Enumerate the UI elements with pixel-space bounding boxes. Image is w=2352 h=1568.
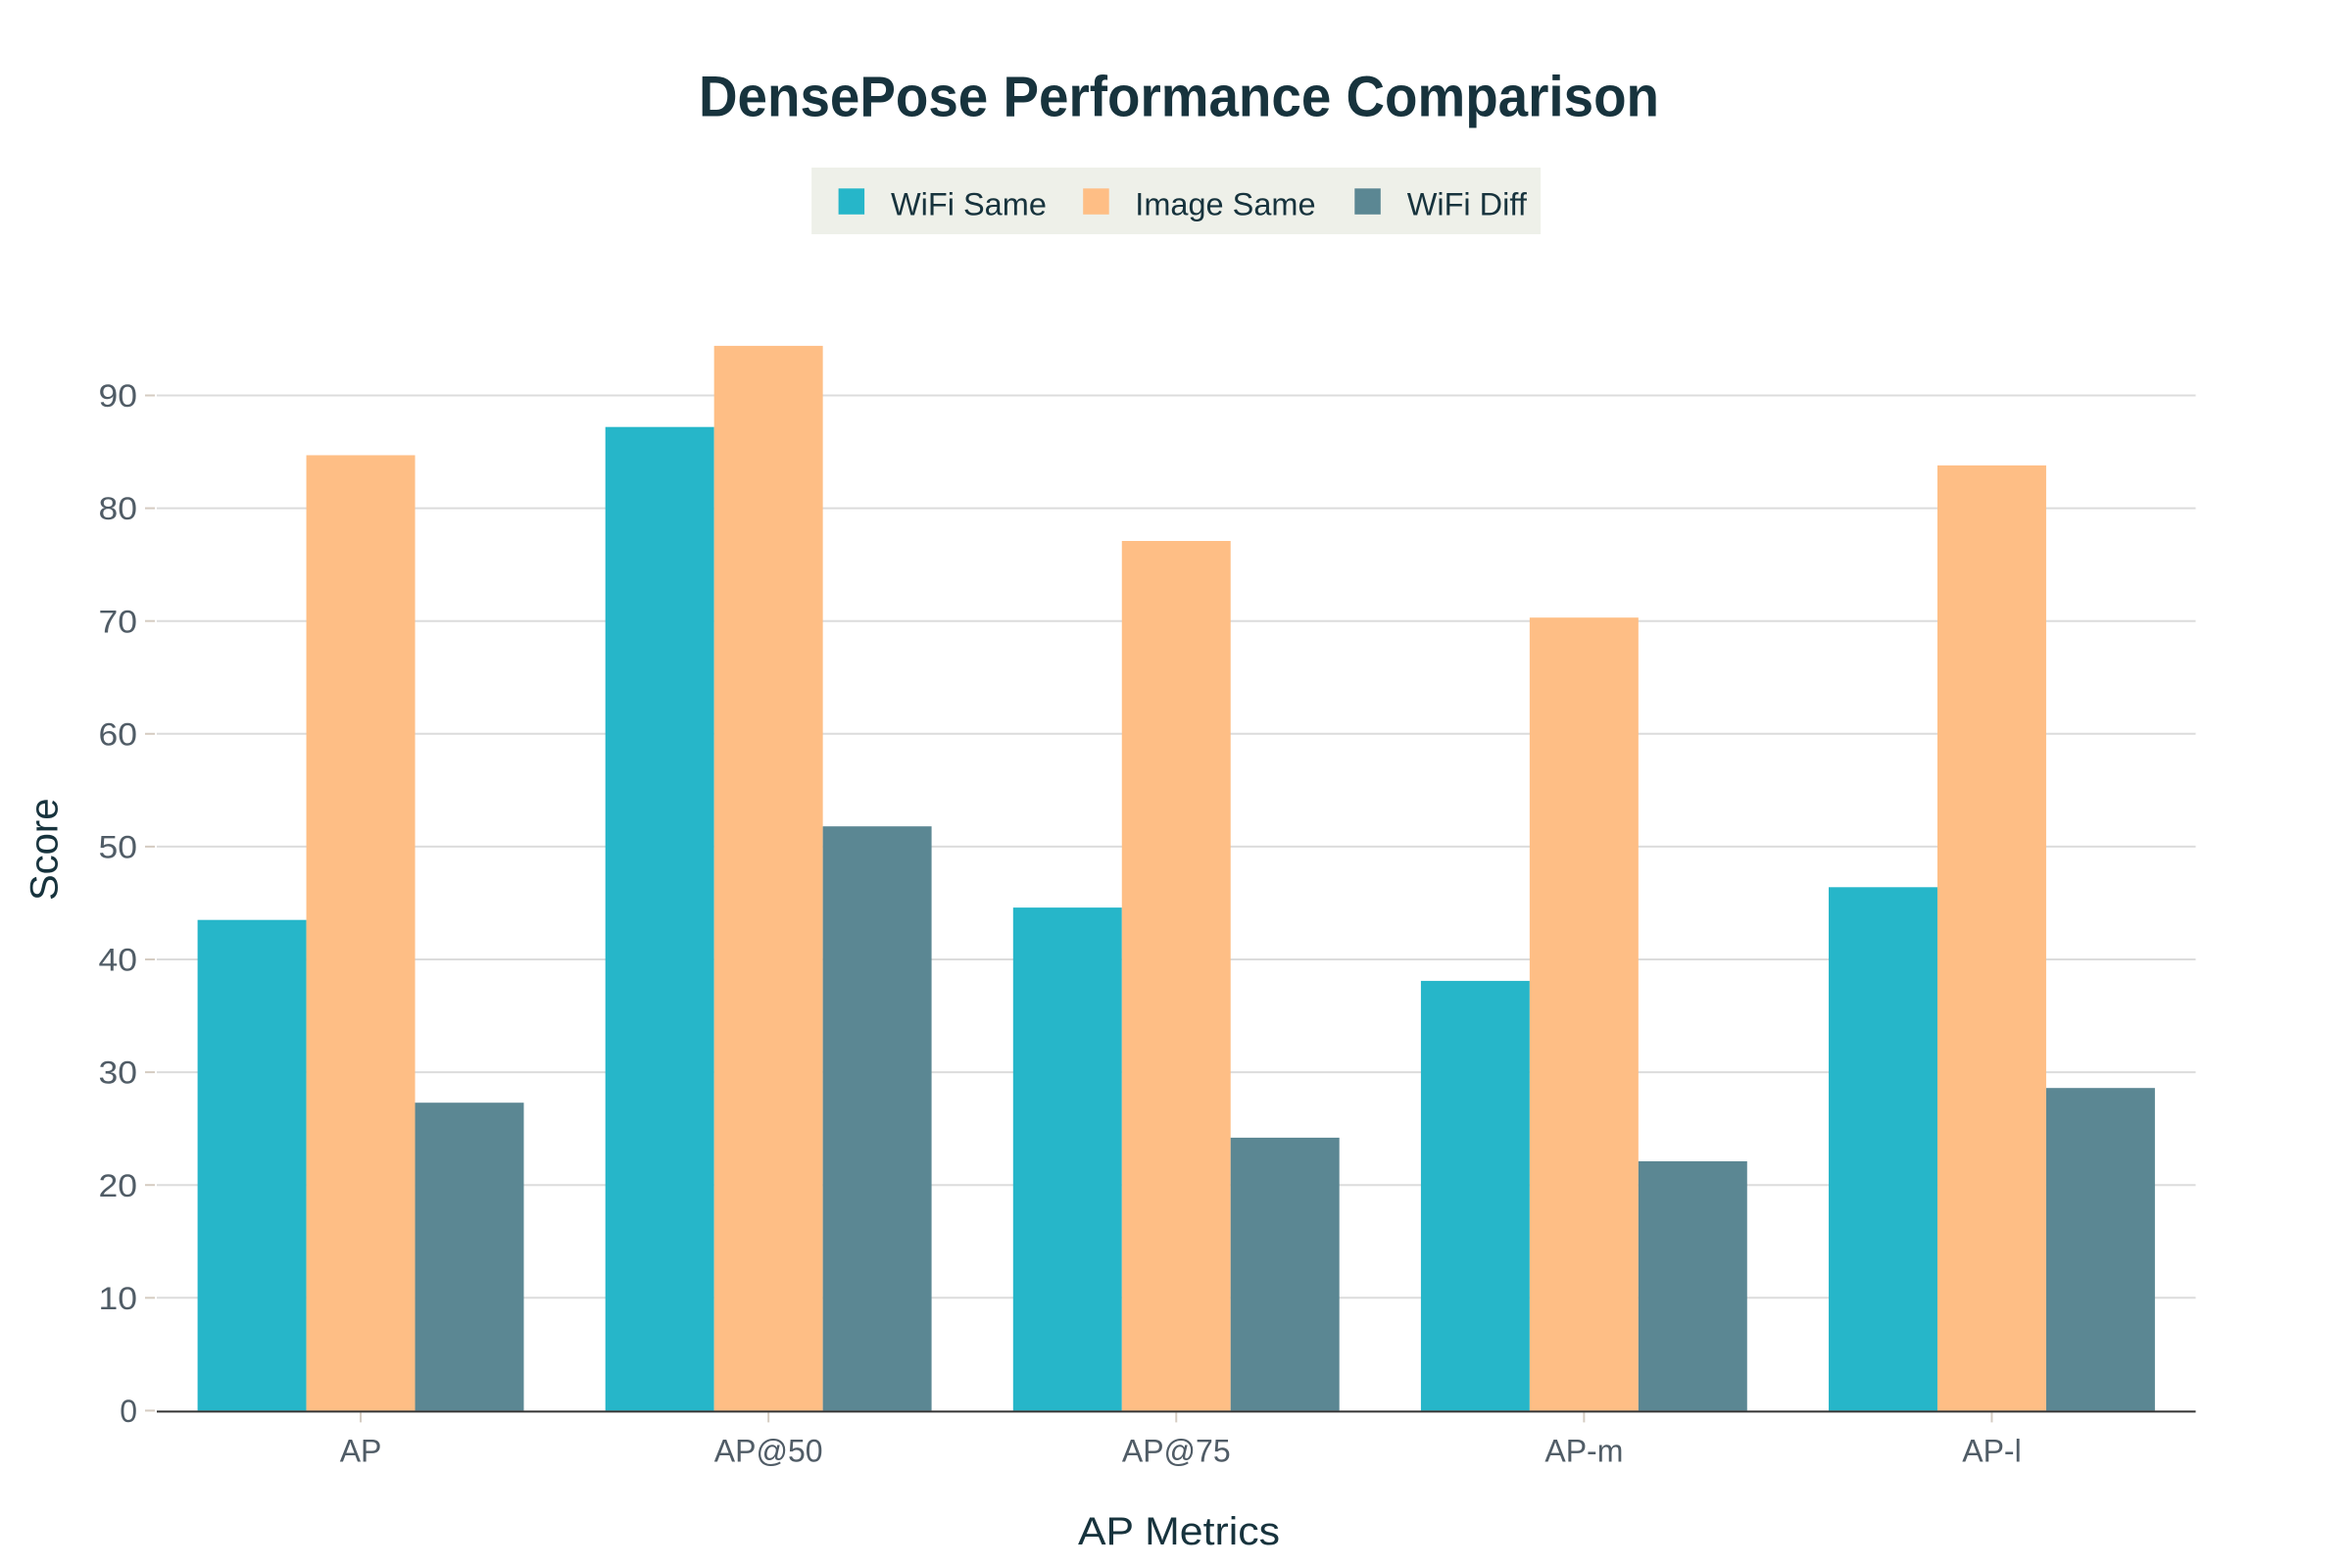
svg-text:AP Metrics: AP Metrics [1078, 1510, 1280, 1553]
svg-text:Image Same: Image Same [1135, 186, 1315, 221]
svg-text:DensePose Performance Comparis: DensePose Performance Comparison [699, 66, 1659, 129]
svg-text:10: 10 [99, 1281, 138, 1316]
svg-text:AP: AP [340, 1433, 382, 1468]
svg-text:0: 0 [120, 1394, 137, 1429]
svg-text:80: 80 [99, 491, 138, 526]
svg-text:WiFi Diff: WiFi Diff [1407, 186, 1528, 221]
svg-text:AP-m: AP-m [1544, 1433, 1623, 1468]
svg-text:50: 50 [99, 830, 138, 865]
svg-text:20: 20 [99, 1168, 138, 1203]
svg-text:40: 40 [99, 943, 138, 978]
svg-text:AP-l: AP-l [1962, 1433, 2021, 1468]
svg-text:AP@50: AP@50 [714, 1433, 823, 1468]
svg-text:Score: Score [24, 799, 67, 902]
svg-text:60: 60 [99, 716, 138, 752]
svg-text:70: 70 [99, 604, 138, 639]
svg-text:AP@75: AP@75 [1122, 1433, 1231, 1468]
svg-text:90: 90 [99, 378, 138, 414]
svg-text:WiFi Same: WiFi Same [891, 186, 1047, 221]
svg-text:30: 30 [99, 1055, 138, 1091]
